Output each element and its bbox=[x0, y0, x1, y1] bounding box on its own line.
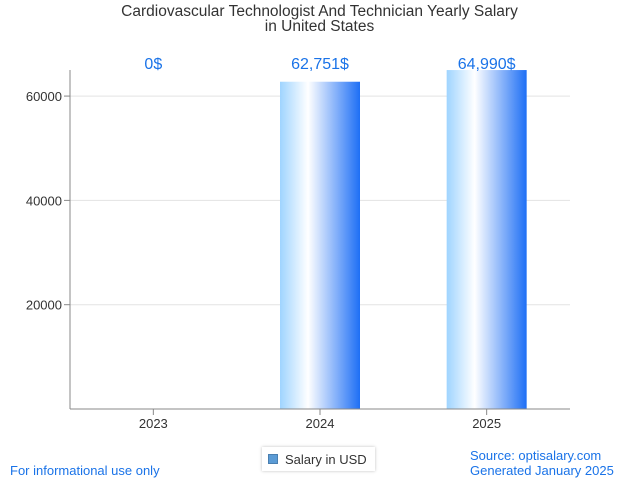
x-tick-label-2025: 2025 bbox=[472, 416, 501, 431]
x-tick-label-2023: 2023 bbox=[139, 416, 168, 431]
y-tick-label-1: 40000 bbox=[26, 193, 62, 208]
labels: 20000 40000 60000 2023 0$ 2024 62,751$ 2025 64,9… bbox=[26, 56, 516, 431]
source-text: Source: optisalary.com bbox=[470, 448, 614, 463]
data-label-2023: 0$ bbox=[144, 56, 162, 73]
bars bbox=[280, 70, 527, 409]
legend[interactable]: Salary in USD bbox=[262, 447, 375, 471]
x-tick-label-2024: 2024 bbox=[306, 416, 335, 431]
source-block: Source: optisalary.com Generated January… bbox=[470, 448, 614, 478]
bar-2024 bbox=[280, 82, 360, 409]
y-tick-label-2: 60000 bbox=[26, 89, 62, 104]
data-label-2024: 62,751$ bbox=[291, 56, 349, 73]
generated-text: Generated January 2025 bbox=[470, 463, 614, 478]
disclaimer-text: For informational use only bbox=[10, 463, 160, 478]
y-tick-label-0: 20000 bbox=[26, 298, 62, 313]
data-label-2025: 64,990$ bbox=[458, 56, 516, 73]
bar-2025 bbox=[447, 70, 527, 409]
legend-label: Salary in USD bbox=[285, 452, 367, 467]
legend-swatch bbox=[268, 454, 278, 464]
